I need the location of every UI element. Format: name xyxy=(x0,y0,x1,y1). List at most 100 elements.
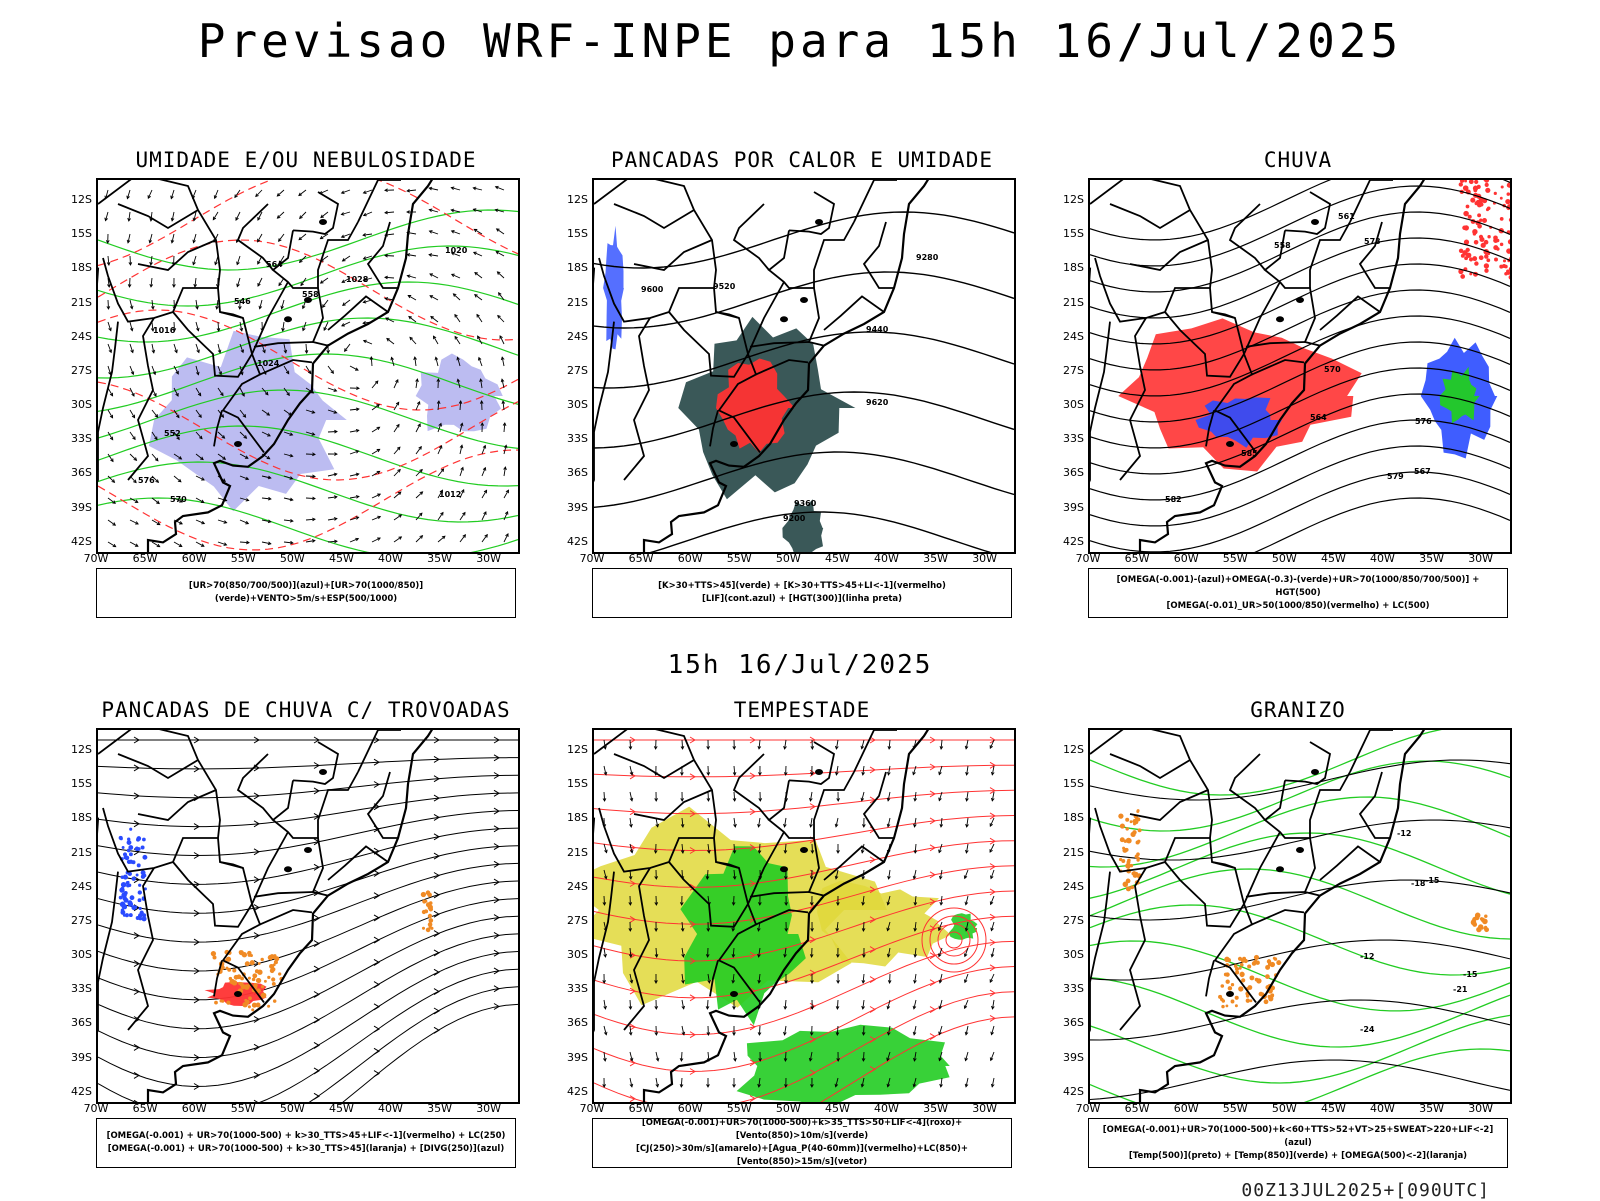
divergence-blue-dot xyxy=(121,882,126,887)
omega-orange-dot xyxy=(1268,995,1271,998)
streamline-250 xyxy=(374,915,379,921)
lat-tick-label: 21S xyxy=(1056,296,1084,309)
rain-red-speck xyxy=(1477,213,1481,217)
thunderstorm-orange-dot xyxy=(248,996,252,1000)
lat-tick-label: 18S xyxy=(64,811,92,824)
hgt300-black-contour xyxy=(594,212,1014,268)
lon-tick-label: 35W xyxy=(921,1102,951,1115)
lat-tick-label: 33S xyxy=(1056,432,1084,445)
hgt500-contour xyxy=(1090,264,1510,344)
thunderstorm-orange-dot xyxy=(247,951,251,955)
divergence-blue-dot xyxy=(138,898,142,902)
thunderstorm-orange-dot xyxy=(271,977,275,981)
contour-label: 558 xyxy=(302,290,319,299)
lake-mark xyxy=(1226,991,1234,997)
streamline-850 xyxy=(594,790,1014,813)
rain-red-speck xyxy=(1506,248,1510,253)
divergence-blue-dot xyxy=(142,916,147,921)
lake-mark xyxy=(1311,219,1319,225)
contour-label: 564 xyxy=(1310,413,1327,422)
rain-red-speck xyxy=(1474,240,1479,245)
omega-orange-dot xyxy=(1244,959,1248,963)
legend-box: [K>30+TTS>45](verde) + [K>30+TTS>45+LI<-… xyxy=(592,568,1012,618)
thunderstorm-orange-dot xyxy=(251,1008,254,1011)
contour-label: 552 xyxy=(164,429,181,438)
rain-red-speck xyxy=(1464,180,1467,182)
lat-tick-label: 39S xyxy=(1056,501,1084,514)
lat-tick-label: 18S xyxy=(1056,811,1084,824)
rain-red-speck xyxy=(1460,274,1465,279)
panel-title: TEMPESTADE xyxy=(552,698,1052,722)
lake-mark xyxy=(1296,847,1304,853)
lat-tick-label: 15S xyxy=(560,227,588,240)
rain-red-speck xyxy=(1469,180,1474,184)
lat-tick-label: 12S xyxy=(64,193,92,206)
border-line xyxy=(138,790,216,820)
lon-tick-label: 40W xyxy=(1367,552,1397,565)
border-line xyxy=(1206,960,1214,996)
contour-label: -24 xyxy=(1360,1025,1375,1034)
lon-tick-label: 70W xyxy=(81,1102,111,1115)
border-line xyxy=(1230,204,1265,270)
thunderstorm-orange-dot xyxy=(422,899,426,903)
wind-vector xyxy=(453,294,460,300)
omega-orange-dot xyxy=(1255,978,1259,982)
lat-tick-label: 36S xyxy=(64,466,92,479)
temp850-green-contour xyxy=(1090,869,1510,939)
contour-label: 546 xyxy=(234,297,251,306)
temp500-black-contour xyxy=(1090,880,1510,920)
rain-red-speck xyxy=(1503,259,1506,262)
omega-orange-dot xyxy=(1125,827,1128,830)
lat-tick-label: 27S xyxy=(560,914,588,927)
omega-orange-dot xyxy=(1248,985,1253,990)
rain-red-speck xyxy=(1462,226,1467,231)
streamline-850 xyxy=(930,980,935,986)
omega-orange-dot xyxy=(1240,974,1243,977)
lon-tick-label: 55W xyxy=(724,552,754,565)
lat-tick-label: 33S xyxy=(64,982,92,995)
omega-orange-dot xyxy=(1235,967,1239,971)
rain-red-speck xyxy=(1477,224,1482,229)
omega-orange-dot xyxy=(1484,914,1487,917)
streamline-250 xyxy=(314,1017,319,1023)
thunderstorm-orange-dot xyxy=(426,928,431,933)
lat-tick-label: 39S xyxy=(64,501,92,514)
lon-tick-label: 65W xyxy=(626,1102,656,1115)
thunderstorm-orange-dot xyxy=(421,892,426,897)
legend-line: [OMEGA(-0.01)_UR>50(1000/850)(vermelho) … xyxy=(1093,600,1503,613)
lat-tick-label: 15S xyxy=(1056,777,1084,790)
contour-label: 9600 xyxy=(641,285,664,294)
lon-tick-label: 50W xyxy=(277,552,307,565)
lon-tick-label: 45W xyxy=(326,552,356,565)
streamline-850 xyxy=(594,765,1014,777)
omega-orange-dot xyxy=(1478,926,1481,929)
lake-mark xyxy=(284,866,292,872)
lat-tick-label: 39S xyxy=(560,1051,588,1064)
thunderstorm-orange-dot xyxy=(260,958,263,961)
legend-line: [K>30+TTS>45](verde) + [K>30+TTS>45+LI<-… xyxy=(597,580,1007,593)
streamline-250 xyxy=(374,1048,379,1054)
divergence-blue-dot xyxy=(122,846,125,849)
lat-tick-label: 33S xyxy=(560,432,588,445)
panel-title: PANCADAS POR CALOR E UMIDADE xyxy=(552,148,1052,172)
divergence-blue-dot xyxy=(120,902,126,908)
rain-red-speck xyxy=(1493,235,1498,240)
humidity-blue-area xyxy=(416,354,503,432)
contour-label: 573 xyxy=(1364,237,1381,246)
legend-box: [OMEGA(-0.001) + UR>70(1000-500) + k>30_… xyxy=(96,1118,516,1168)
divergence-blue-dot xyxy=(123,875,128,880)
streamline-250 xyxy=(98,863,518,942)
divergence-blue-dot xyxy=(137,863,141,867)
omega-orange-dot xyxy=(1235,1004,1238,1007)
map-panel xyxy=(592,728,1016,1104)
lat-tick-label: 15S xyxy=(64,777,92,790)
border-line xyxy=(594,322,614,552)
border-line xyxy=(1360,222,1390,288)
rain-red-speck xyxy=(1487,206,1491,210)
lon-tick-label: 55W xyxy=(1220,1102,1250,1115)
rain-red-speck xyxy=(1485,183,1489,187)
divergence-blue-dot xyxy=(136,916,140,920)
lon-tick-label: 50W xyxy=(773,1102,803,1115)
atlantic-coastline xyxy=(148,730,448,1102)
